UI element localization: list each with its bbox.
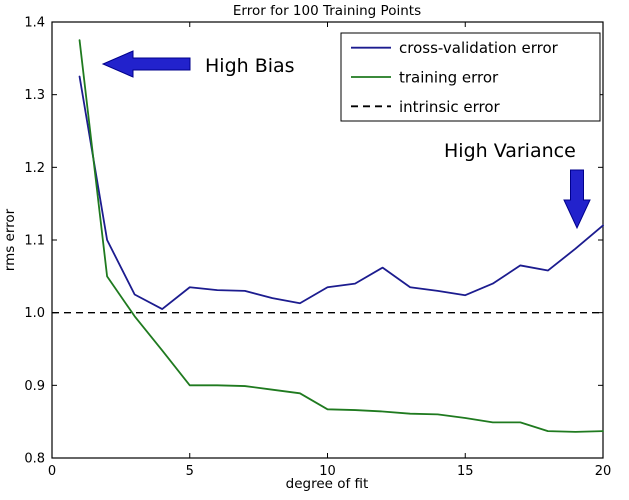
legend: cross-validation error training error intr…: [340, 32, 601, 122]
high-variance-arrow-icon: [563, 169, 591, 230]
legend-label: training error: [399, 69, 499, 87]
x-axis-label: degree of fit: [286, 476, 369, 492]
series-line-training-error: [78, 39, 604, 433]
y-tick-label: 1.4: [24, 16, 45, 31]
chart-title: Error for 100 Training Points: [233, 3, 421, 19]
y-tick-label: 0.9: [24, 379, 45, 394]
y-tick-label: 0.8: [24, 452, 45, 467]
y-axis-ticks: 0.8 0.9 1.0 1.1 1.2 1.3 1.4: [24, 16, 603, 467]
x-tick-label: 15: [457, 464, 474, 479]
legend-label: intrinsic error: [399, 98, 501, 116]
y-tick-label: 1.2: [24, 161, 45, 176]
high-bias-arrow-icon: [101, 50, 191, 78]
series-line-cross-validation-error: [78, 75, 604, 310]
y-tick-label: 1.0: [24, 306, 45, 321]
y-axis-label: rms error: [2, 208, 18, 271]
x-tick-label: 5: [186, 464, 194, 479]
x-tick-label: 10: [319, 464, 336, 479]
series-layer: [52, 39, 604, 433]
x-axis-ticks: 0 5 10 15 20: [48, 22, 611, 479]
x-tick-label: 20: [595, 464, 612, 479]
y-tick-label: 1.1: [24, 234, 45, 249]
high-bias-annotation: High Bias: [205, 55, 295, 77]
legend-label: cross-validation error: [399, 39, 559, 57]
y-tick-label: 1.3: [24, 88, 45, 103]
x-tick-label: 0: [48, 464, 56, 479]
high-variance-annotation: High Variance: [444, 140, 576, 162]
